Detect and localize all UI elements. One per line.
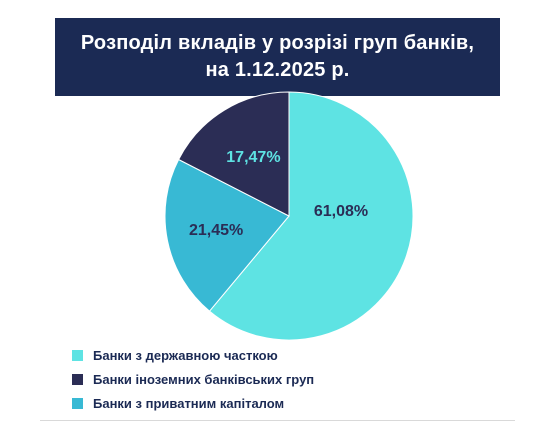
legend-item-state: Банки з державною часткою — [72, 343, 314, 367]
legend-swatch-state — [72, 349, 83, 361]
pie-slice-foreign — [177, 91, 290, 217]
legend-item-foreign: Банки іноземних банківських груп — [72, 367, 314, 391]
legend-swatch-private — [72, 397, 83, 409]
chart-legend: Банки з державною часткою Банки іноземни… — [72, 343, 314, 415]
legend-item-private: Банки з приватним капіталом — [72, 391, 314, 415]
chart-title-line-1: Розподіл вкладів у розрізі груп банків, — [80, 32, 475, 54]
bottom-divider — [40, 420, 515, 421]
legend-label-foreign: Банки іноземних банківських груп — [93, 371, 315, 387]
pie-label-private: 21,45% — [189, 222, 243, 239]
pie-label-state: 61,08% — [314, 203, 368, 220]
legend-swatch-foreign — [72, 373, 83, 385]
chart-title-line-2: на 1.12.2025 р. — [205, 59, 350, 81]
legend-label-private: Банки з приватним капіталом — [93, 395, 285, 411]
pie-label-foreign: 17,47% — [226, 149, 280, 166]
pie-slice-private — [164, 158, 290, 312]
chart-title-banner: Розподіл вкладів у розрізі груп банків, … — [55, 18, 500, 96]
legend-label-state: Банки з державною часткою — [93, 347, 278, 363]
pie-slice-state — [208, 91, 414, 340]
pie-chart: 61,08% 21,45% 17,47% — [164, 91, 414, 340]
